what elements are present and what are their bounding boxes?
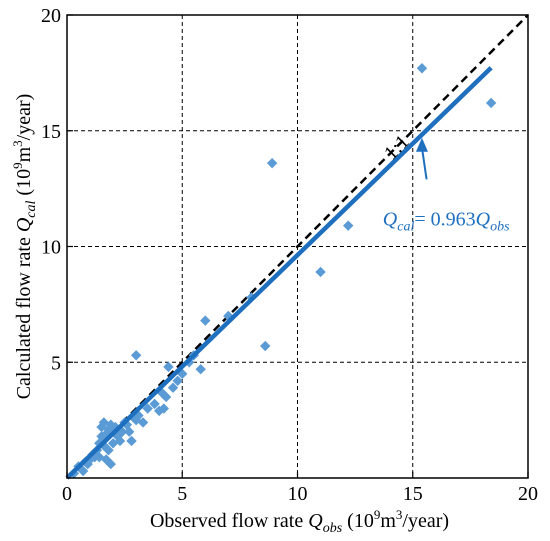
fit-lhs-var: Q [383, 209, 398, 231]
data-point [416, 63, 428, 74]
fit-line [65, 66, 493, 480]
fit-rhs-var: Q [476, 209, 491, 231]
y-title-var: Q [13, 217, 35, 232]
y-axis-title: Calculated flow rate Qcal (109m3/year) [10, 94, 39, 400]
fit-arrow-shaft [420, 147, 428, 180]
x-title-sub: obs [323, 521, 343, 536]
fit-arrow-head [415, 137, 428, 152]
x-tick-label: 5 [177, 483, 187, 505]
y-tick-label: 15 [41, 121, 61, 143]
data-point [142, 403, 153, 414]
x-title-prefix: Observed flow rate [150, 510, 308, 532]
data-point [124, 426, 135, 437]
x-title-units-mid: m [380, 510, 396, 532]
data-point [315, 266, 326, 278]
data-point [260, 340, 271, 352]
x-title-units-exp2: 3 [396, 507, 403, 522]
x-axis-title: Observed flow rate Qobs (109m3/year) [150, 507, 449, 536]
data-point [158, 403, 170, 414]
data-point [167, 382, 179, 393]
data-point [195, 363, 206, 375]
x-title-units-open: (10 [342, 510, 374, 532]
data-point [114, 435, 126, 447]
y-title-units-close: /year) [13, 94, 35, 141]
data-point [266, 157, 278, 169]
data-point [98, 417, 110, 428]
data-point [343, 220, 354, 231]
data-point [172, 375, 183, 386]
data-point [77, 465, 89, 477]
data-point [177, 368, 188, 380]
y-title-prefix: Calculated flow rate [13, 232, 35, 399]
x-title-var: Q [308, 510, 323, 532]
y-tick-label: 10 [41, 237, 61, 259]
data-point [163, 361, 174, 373]
x-title-units-close: /year) [402, 510, 449, 532]
fit-eq: = 0.963 [414, 209, 475, 231]
x-tick-label: 10 [288, 483, 308, 505]
x-tick-label: 20 [518, 483, 538, 505]
data-point [105, 458, 116, 470]
axis-ticks: 0 5 10 15 20 5 10 15 20 [41, 5, 538, 505]
data-point [200, 315, 211, 326]
data-point [103, 445, 114, 456]
x-tick-label: 15 [403, 483, 423, 505]
data-point [130, 350, 142, 361]
y-tick-label: 20 [41, 5, 61, 27]
fit-lhs-sub: cal [397, 220, 414, 235]
data-point [485, 97, 497, 109]
y-tick-label: 5 [51, 352, 61, 374]
y-title-units-exp2: 3 [10, 140, 25, 147]
x-tick-label: 0 [62, 483, 72, 505]
data-point [126, 435, 137, 447]
y-title-sub: cal [24, 200, 39, 217]
y-title-units-open: (10 [13, 169, 35, 201]
y-title-units-exp: 9 [10, 162, 25, 169]
data-point [160, 391, 172, 403]
fit-line-layer [65, 66, 493, 480]
data-point [137, 417, 149, 428]
fit-rhs-sub: obs [490, 220, 510, 235]
y-title-units-mid: m [13, 146, 35, 162]
x-title-units-exp: 9 [374, 507, 381, 522]
data-point [149, 398, 160, 410]
fit-equation-label: Qcal= 0.963Qobs [383, 209, 510, 235]
